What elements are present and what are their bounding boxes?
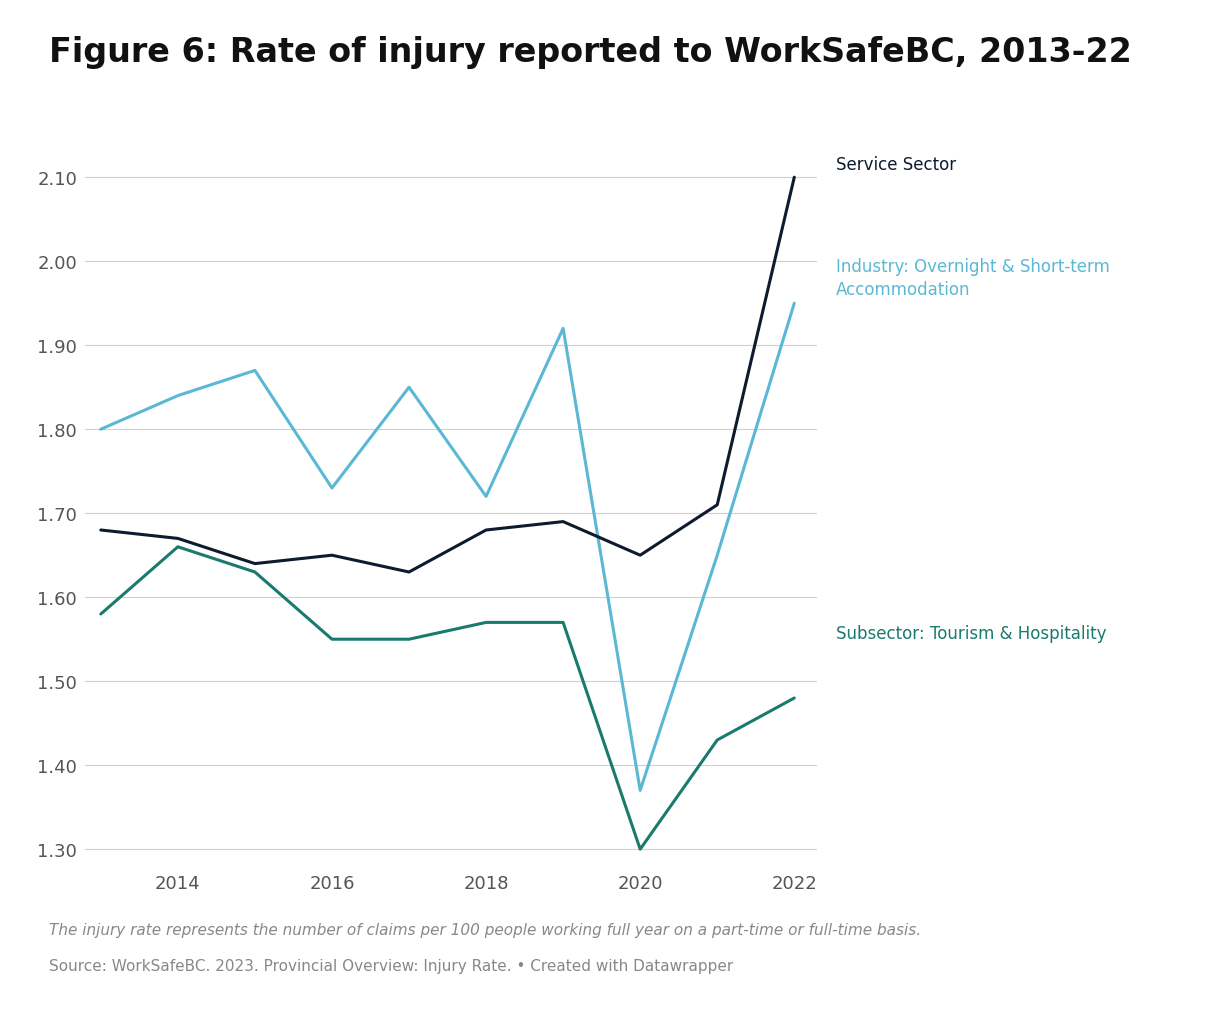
- Text: The injury rate represents the number of claims per 100 people working full year: The injury rate represents the number of…: [49, 922, 921, 937]
- Text: Service Sector: Service Sector: [836, 156, 955, 174]
- Text: Industry: Overnight & Short-term
Accommodation: Industry: Overnight & Short-term Accommo…: [836, 258, 1109, 299]
- Text: Figure 6: Rate of injury reported to WorkSafeBC, 2013-22: Figure 6: Rate of injury reported to Wor…: [49, 36, 1132, 68]
- Text: Subsector: Tourism & Hospitality: Subsector: Tourism & Hospitality: [836, 625, 1107, 643]
- Text: Source: WorkSafeBC. 2023. Provincial Overview: Injury Rate. • Created with Dataw: Source: WorkSafeBC. 2023. Provincial Ove…: [49, 958, 733, 973]
